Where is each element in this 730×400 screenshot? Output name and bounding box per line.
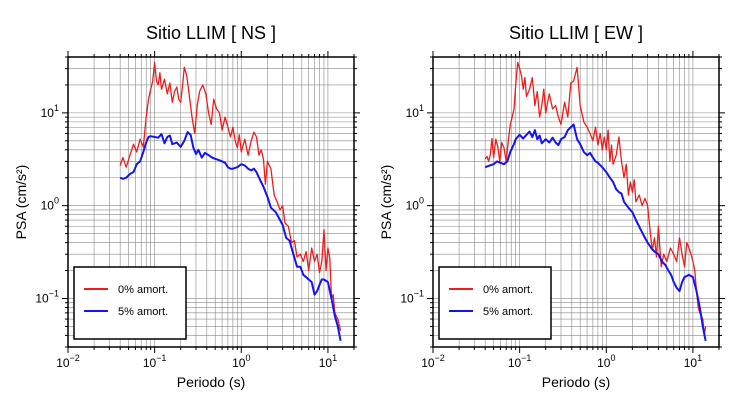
y-tick-base: 10 bbox=[41, 199, 55, 213]
y-tick-exp: 1 bbox=[54, 103, 59, 113]
y-tick-label: 10−1 bbox=[400, 288, 424, 305]
chart-title: Sitio LLIM [ NS ] bbox=[146, 23, 276, 43]
y-axis-label: PSA (cm/s²) bbox=[378, 165, 394, 240]
x-tick-base: 10 bbox=[143, 356, 157, 370]
x-tick-base: 10 bbox=[232, 356, 246, 370]
x-tick-exp: 0 bbox=[245, 353, 250, 363]
y-tick-exp: 0 bbox=[419, 196, 424, 206]
y-tick-exp: −1 bbox=[414, 288, 424, 298]
x-tick-base: 10 bbox=[684, 356, 698, 370]
y-tick-base: 10 bbox=[406, 106, 420, 120]
y-tick-label: 101 bbox=[406, 103, 424, 120]
x-tick-base: 10 bbox=[421, 356, 435, 370]
y-tick-label: 101 bbox=[41, 103, 59, 120]
plot-frame bbox=[432, 56, 720, 348]
x-axis-label: Periodo (s) bbox=[177, 374, 245, 390]
series-line-undamped bbox=[119, 61, 342, 331]
y-tick-base: 10 bbox=[41, 106, 55, 120]
x-tick-exp: 1 bbox=[332, 353, 337, 363]
x-tick-label: 10−2 bbox=[421, 353, 445, 370]
x-tick-exp: −2 bbox=[70, 353, 80, 363]
series-line-undamped bbox=[484, 61, 707, 337]
y-tick-label: 100 bbox=[41, 196, 59, 213]
x-tick-exp: 0 bbox=[610, 353, 615, 363]
y-tick-exp: −1 bbox=[49, 288, 59, 298]
plot-frame bbox=[67, 56, 355, 348]
x-tick-exp: −1 bbox=[156, 353, 166, 363]
chart-title: Sitio LLIM [ EW ] bbox=[509, 23, 643, 43]
y-tick-base: 10 bbox=[406, 199, 420, 213]
legend-box bbox=[438, 266, 552, 340]
x-tick-base: 10 bbox=[56, 356, 70, 370]
x-tick-label: 100 bbox=[232, 353, 250, 370]
legend-label: 5% amort. bbox=[118, 306, 168, 318]
x-tick-label: 100 bbox=[597, 353, 615, 370]
y-tick-exp: 0 bbox=[54, 196, 59, 206]
y-tick-exp: 1 bbox=[419, 103, 424, 113]
y-tick-label: 10−1 bbox=[35, 288, 59, 305]
legend-label: 0% amort. bbox=[118, 284, 168, 296]
x-tick-label: 10−1 bbox=[508, 353, 532, 370]
series-group bbox=[119, 61, 342, 341]
x-tick-exp: 1 bbox=[697, 353, 702, 363]
legend-label: 5% amort. bbox=[483, 306, 533, 318]
series-line-damped bbox=[119, 131, 342, 341]
x-tick-base: 10 bbox=[508, 356, 522, 370]
x-tick-label: 101 bbox=[684, 353, 702, 370]
legend: 0% amort. 5% amort. bbox=[438, 266, 552, 340]
y-tick-label: 100 bbox=[406, 196, 424, 213]
legend-label: 0% amort. bbox=[483, 284, 533, 296]
x-tick-label: 10−2 bbox=[56, 353, 80, 370]
x-tick-exp: −2 bbox=[435, 353, 445, 363]
x-tick-label: 10−1 bbox=[143, 353, 167, 370]
y-tick-base: 10 bbox=[400, 291, 414, 305]
x-tick-exp: −1 bbox=[521, 353, 531, 363]
series-group bbox=[484, 61, 707, 341]
x-tick-base: 10 bbox=[597, 356, 611, 370]
legend-box bbox=[73, 266, 187, 340]
x-axis-label: Periodo (s) bbox=[542, 374, 610, 390]
series-line-damped bbox=[484, 123, 707, 341]
x-tick-base: 10 bbox=[319, 356, 333, 370]
x-tick-label: 101 bbox=[319, 353, 337, 370]
y-axis-label: PSA (cm/s²) bbox=[13, 165, 29, 240]
y-tick-base: 10 bbox=[35, 291, 49, 305]
legend: 0% amort. 5% amort. bbox=[73, 266, 187, 340]
